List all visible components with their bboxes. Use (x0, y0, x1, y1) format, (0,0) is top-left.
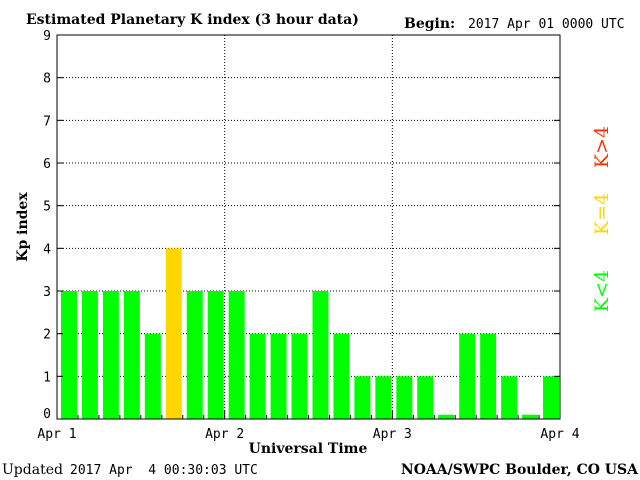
kp-bar (312, 291, 329, 419)
kp-bar (123, 291, 140, 419)
legend-below: K<4 (591, 270, 613, 312)
kp-bar (228, 291, 245, 419)
kp-bar (396, 376, 413, 419)
kp-bar (186, 291, 203, 419)
kp-bar (543, 376, 559, 419)
kp-bar (61, 291, 77, 419)
x-tick-label: Apr 1 (37, 427, 76, 442)
y-tick-label: 9 (43, 29, 51, 44)
kp-bar (459, 333, 476, 419)
kp-bar (144, 333, 161, 419)
y-tick-label: 7 (43, 114, 51, 129)
plot-area: 0 1 2 3 4 5 6 7 8 9 Apr 1 Apr 2 Apr 3 Apr 4 (37, 29, 579, 442)
kp-bar (417, 376, 434, 419)
begin-value: 2017 Apr 01 0000 UTC (468, 17, 625, 32)
x-tick-label: Apr 4 (540, 427, 579, 442)
legend-above: K>4 (591, 126, 613, 168)
x-tick-label: Apr 3 (373, 427, 412, 442)
y-tick-label: 1 (43, 370, 51, 385)
legend-equal: K=4 (591, 193, 613, 235)
credit-text: NOAA/SWPC Boulder, CO USA (401, 462, 639, 478)
updated-value: 2017 Apr 4 00:30:03 UTC (70, 463, 258, 478)
y-tick-label: 0 (43, 407, 51, 422)
kp-bar (333, 333, 350, 419)
y-axis-title: Kp index (15, 192, 31, 262)
chart-title: Estimated Planetary K index (3 hour data… (26, 12, 359, 28)
updated-label: Updated (2, 462, 63, 478)
kp-bar (354, 376, 371, 419)
y-tick-label: 5 (43, 200, 51, 215)
kp-bar (165, 248, 182, 419)
kp-bar (480, 333, 497, 419)
kp-bar (375, 376, 392, 419)
y-tick-label: 4 (43, 242, 51, 257)
begin-label: Begin: (404, 16, 455, 32)
y-tick-label: 6 (43, 157, 51, 172)
x-tick-label: Apr 2 (205, 427, 244, 442)
kp-bar (81, 291, 98, 419)
kp-bar (522, 414, 539, 419)
kp-bar (438, 414, 455, 419)
kp-bar (102, 291, 119, 419)
y-tick-label: 2 (43, 328, 51, 343)
kp-bar (501, 376, 518, 419)
kp-bar (207, 291, 224, 419)
y-tick-label: 3 (43, 285, 51, 300)
y-tick-label: 8 (43, 72, 51, 87)
kp-bar (270, 333, 287, 419)
kp-bar (249, 333, 266, 419)
x-axis-title: Universal Time (249, 441, 368, 457)
kp-bar (291, 333, 308, 419)
